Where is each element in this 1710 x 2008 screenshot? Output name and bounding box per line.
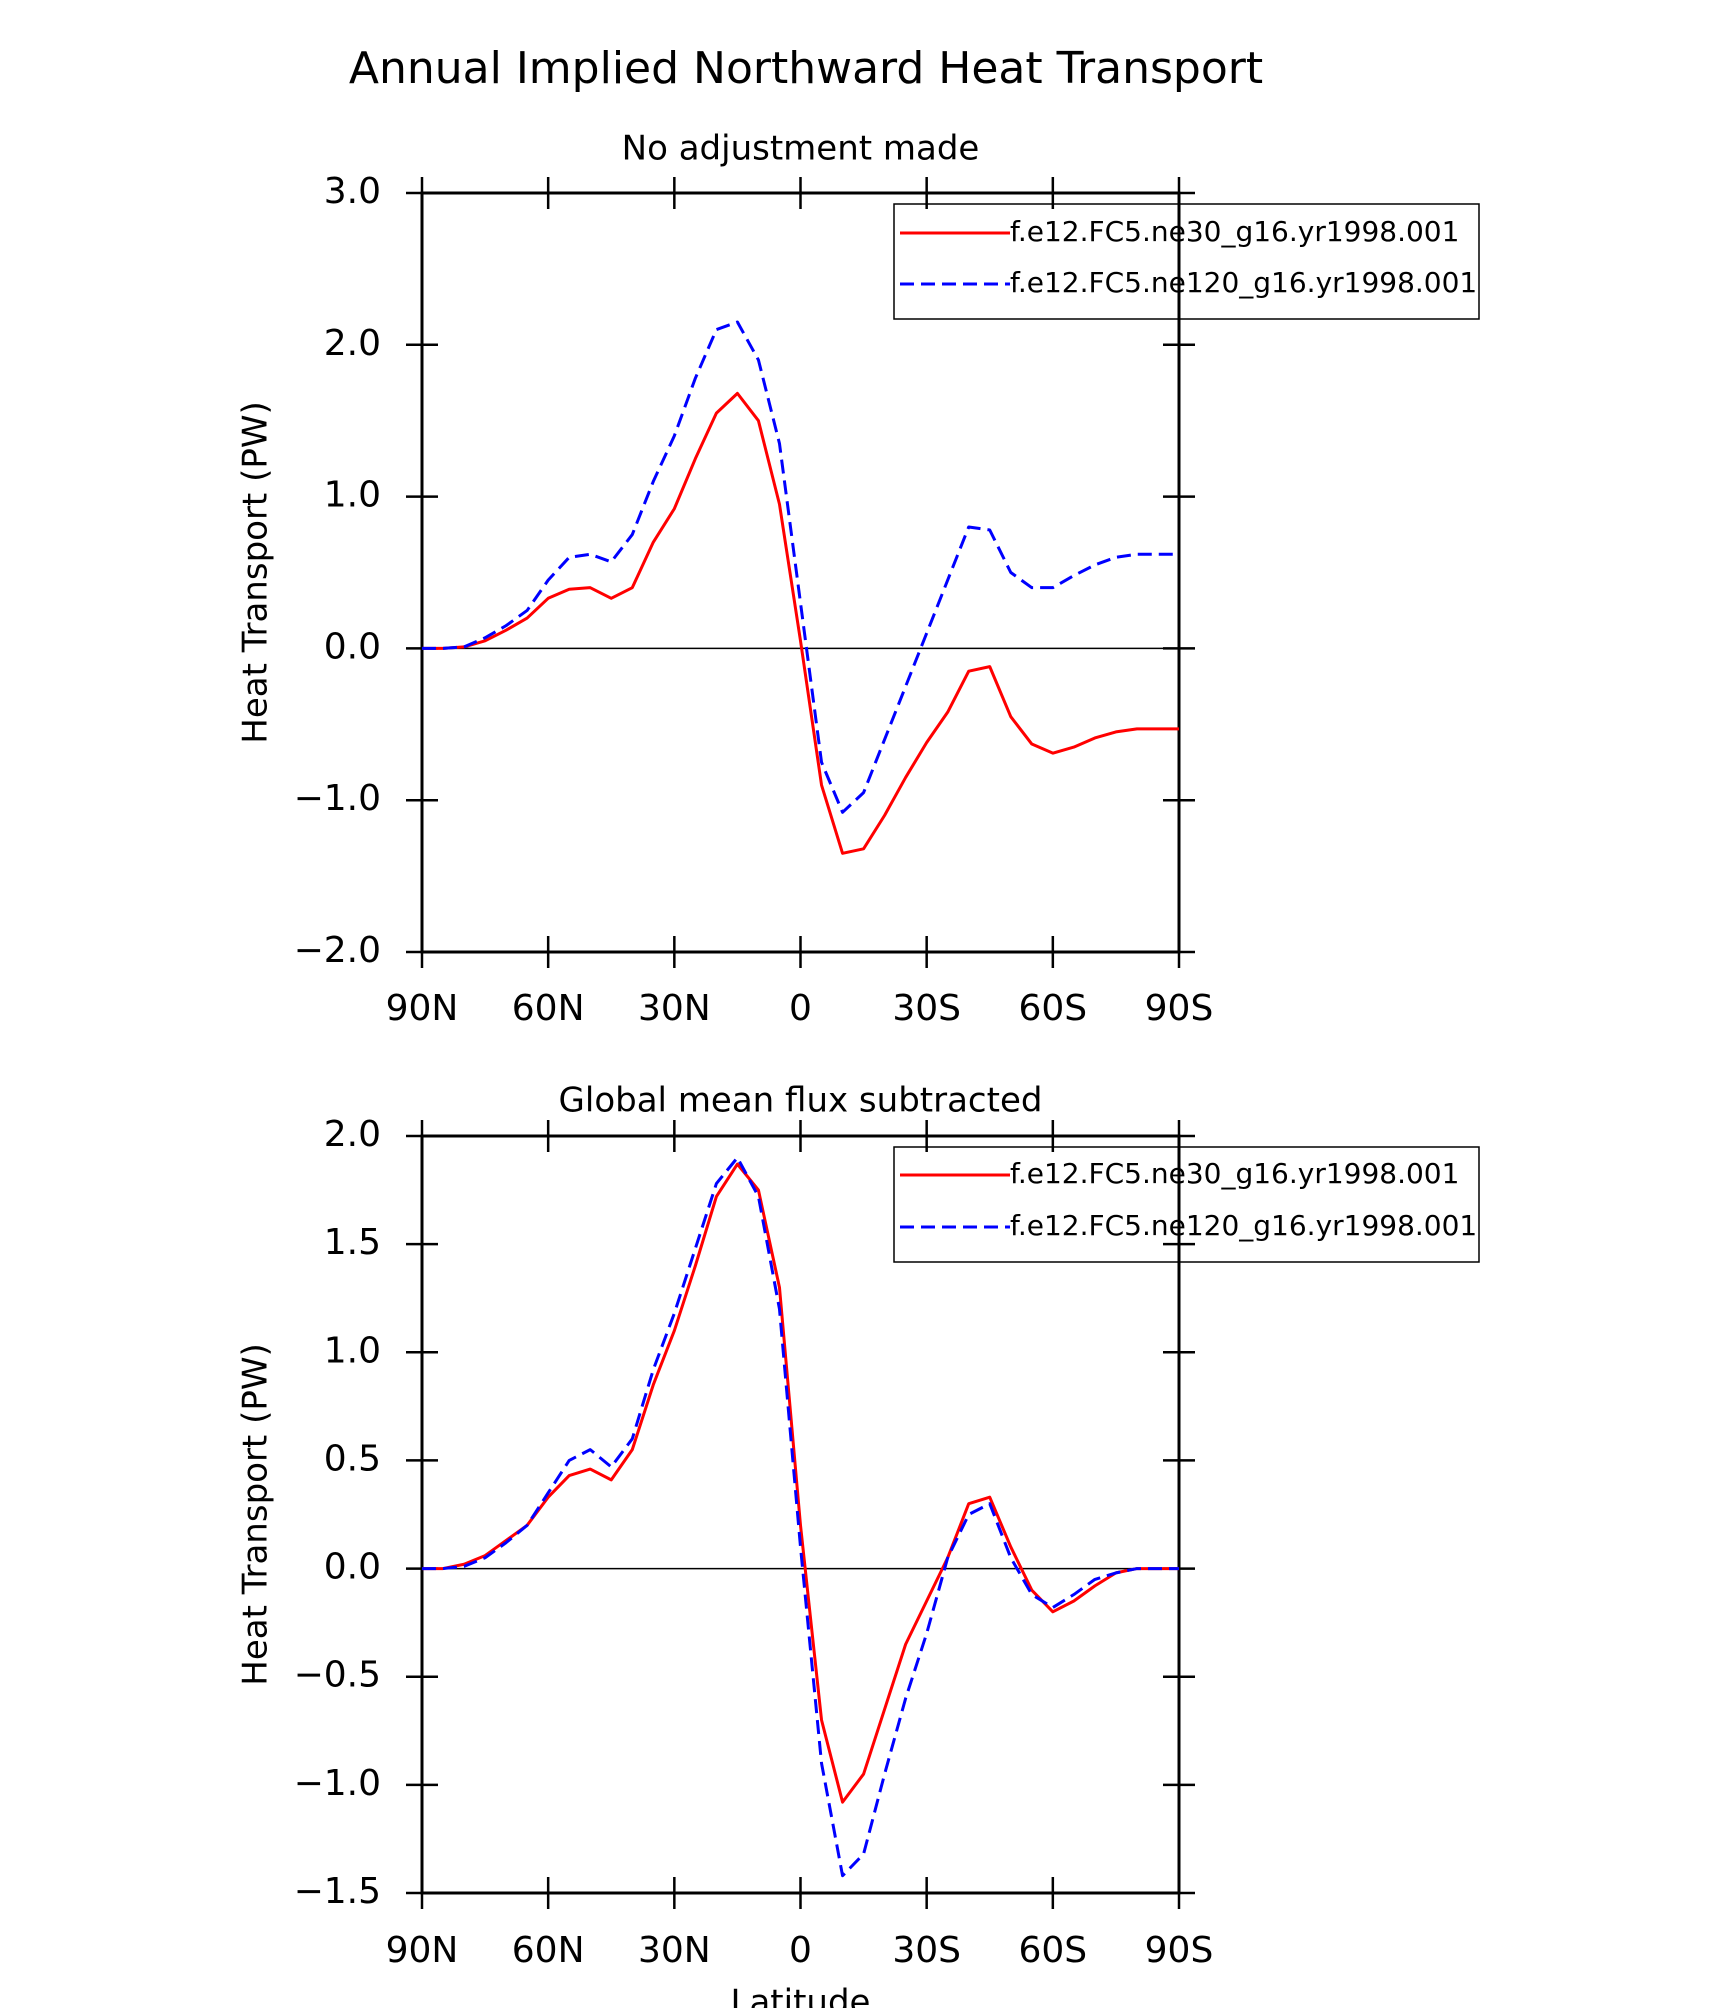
- plot-frame: [420, 1134, 1181, 1895]
- x-tick-label: 0: [789, 1930, 812, 1971]
- legend-label: f.e12.FC5.ne120_g16.yr1998.001: [1010, 266, 1477, 299]
- x-tick-label: 90S: [1145, 988, 1214, 1029]
- x-tick-label: 90S: [1145, 1930, 1214, 1971]
- series-line: [422, 391, 1179, 855]
- x-tick-label: 60S: [1018, 1930, 1087, 1971]
- legend-box: [893, 203, 1480, 320]
- y-tick-label: −1.0: [294, 1763, 381, 1804]
- y-tick-label: −1.0: [294, 778, 381, 819]
- x-tick-label: 30N: [638, 988, 711, 1029]
- legend-label: f.e12.FC5.ne120_g16.yr1998.001: [1010, 1209, 1477, 1242]
- y-tick-label: −2.0: [294, 930, 381, 971]
- y-axis-label: Heat Transport (PW): [236, 1343, 276, 1685]
- series-line: [422, 1156, 1179, 1878]
- legend-label: f.e12.FC5.ne30_g16.yr1998.001: [1010, 215, 1459, 248]
- x-tick-label: 0: [789, 988, 812, 1029]
- legend-label: f.e12.FC5.ne30_g16.yr1998.001: [1010, 1157, 1459, 1190]
- main-title: Annual Implied Northward Heat Transport: [349, 43, 1263, 94]
- y-tick-label: −0.5: [294, 1655, 381, 1696]
- y-tick-label: 0.5: [324, 1438, 381, 1479]
- x-tick-label: 60N: [512, 1930, 585, 1971]
- x-tick-label: 30N: [638, 1930, 711, 1971]
- y-tick-label: 1.0: [324, 1330, 381, 1371]
- series-line: [422, 1162, 1179, 1804]
- x-axis-label: Latitude: [731, 1983, 871, 2008]
- plot-frame: [420, 191, 1181, 954]
- x-tick-label: 30S: [892, 1930, 961, 1971]
- y-tick-label: 0.0: [324, 1547, 381, 1588]
- y-tick-label: 2.0: [324, 323, 381, 364]
- y-tick-label: 1.0: [324, 475, 381, 516]
- x-tick-label: 30S: [892, 988, 961, 1029]
- subtitle: No adjustment made: [622, 129, 980, 169]
- y-tick-label: 1.5: [324, 1222, 381, 1263]
- legend-box: [893, 1146, 1480, 1263]
- x-tick-label: 60S: [1018, 988, 1087, 1029]
- subtitle: Global mean flux subtracted: [559, 1081, 1043, 1121]
- y-tick-label: 3.0: [324, 171, 381, 212]
- x-tick-label: 90N: [386, 988, 459, 1029]
- series-line: [422, 320, 1179, 814]
- y-tick-label: 2.0: [324, 1114, 381, 1155]
- y-tick-label: −1.5: [294, 1871, 381, 1912]
- x-tick-label: 60N: [512, 988, 585, 1029]
- y-tick-label: 0.0: [324, 626, 381, 667]
- y-axis-label: Heat Transport (PW): [236, 401, 276, 743]
- x-tick-label: 90N: [386, 1930, 459, 1971]
